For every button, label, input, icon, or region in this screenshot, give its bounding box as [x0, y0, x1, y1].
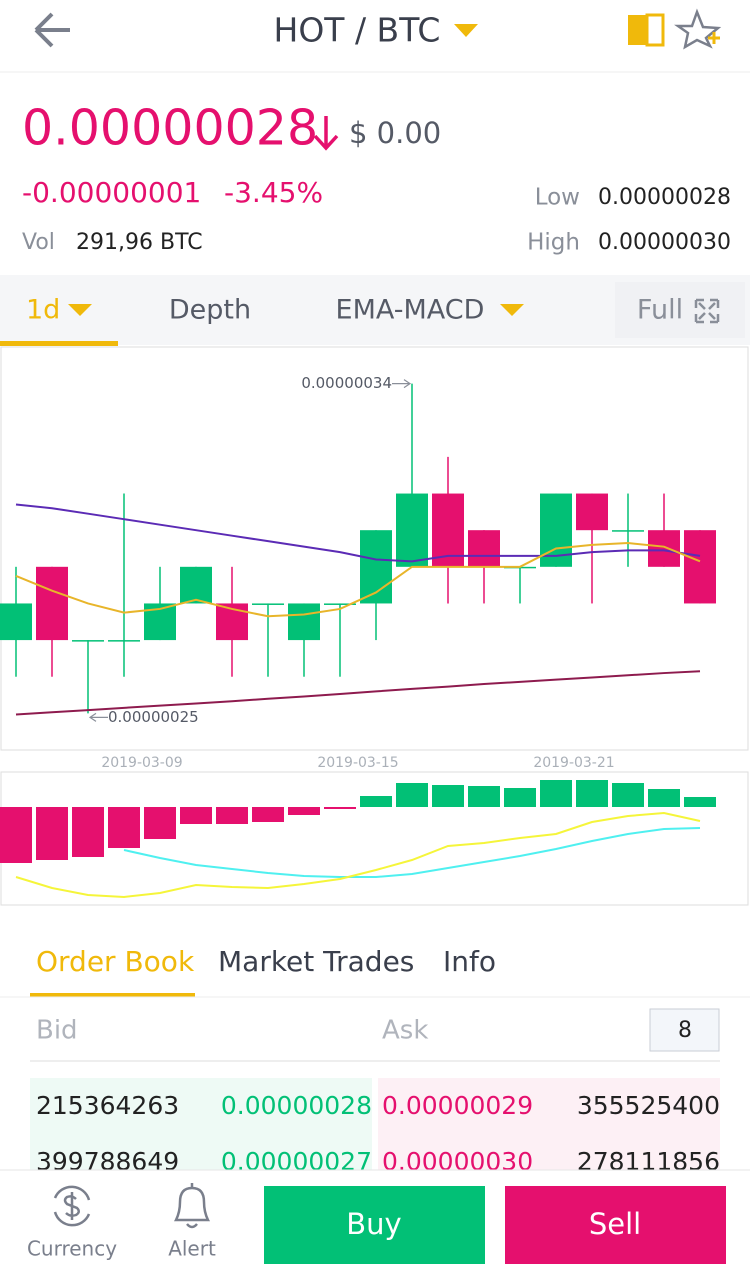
candle-body [648, 530, 680, 567]
macd-bar [540, 780, 572, 807]
compare-icon[interactable] [628, 13, 665, 47]
vol-label: Vol [22, 230, 55, 255]
ask-price: 0.00000029 [382, 1091, 533, 1120]
info-tab[interactable]: Info [443, 945, 496, 978]
alert-icon[interactable] [173, 1183, 211, 1229]
low-value: 0.00000028 [598, 185, 731, 210]
vol-value: 291,96 BTC [76, 230, 203, 255]
candle-body [324, 603, 356, 605]
buy-label[interactable]: Buy [346, 1207, 401, 1241]
pair-title[interactable]: HOT / BTC [274, 11, 441, 50]
x-tick-label: 2019-03-15 [317, 755, 398, 771]
macd-bar [396, 783, 428, 807]
macd-bar [216, 807, 248, 824]
macd-bar [108, 807, 140, 848]
buy-button[interactable] [264, 1186, 485, 1264]
indicator-line [123, 827, 701, 878]
macd-bar [612, 783, 644, 807]
currency-label[interactable]: Currency [27, 1237, 117, 1261]
macd-bar [252, 807, 284, 822]
annotation-arrow [88, 712, 108, 722]
bid-price: 0.00000028 [221, 1091, 372, 1120]
sell-button[interactable] [505, 1186, 726, 1264]
last-price: 0.00000028 [22, 100, 318, 157]
candle-body [252, 603, 284, 605]
macd-bar [504, 788, 536, 807]
usd-price: $ 0.00 [349, 116, 441, 150]
indicator-tab[interactable]: EMA-MACD [336, 295, 485, 326]
candle-body [432, 493, 464, 567]
full-tab[interactable]: Full [637, 295, 683, 326]
indicator-caret[interactable] [500, 304, 524, 316]
back-button[interactable] [34, 12, 70, 48]
bid-amount: 215364263 [36, 1091, 179, 1120]
min-label: 0.00000025 [108, 708, 199, 726]
indicator-line [15, 542, 701, 618]
market-trades-tab[interactable]: Market Trades [218, 945, 414, 978]
currency-icon[interactable] [53, 1185, 91, 1227]
macd-bar [432, 785, 464, 807]
full-button-bg[interactable] [615, 282, 745, 338]
interval-tab[interactable]: 1d [26, 295, 60, 326]
max-label: 0.00000034 [301, 374, 392, 392]
candle-body [108, 640, 140, 642]
candle-body [612, 530, 644, 532]
macd-bar [180, 807, 212, 824]
macd-bar [324, 807, 356, 809]
candle-body [0, 603, 32, 641]
alert-label[interactable]: Alert [168, 1237, 216, 1261]
macd-bar [468, 786, 500, 807]
ask-bg [378, 1078, 720, 1178]
candle-body [180, 566, 212, 604]
full-icon[interactable] [694, 298, 720, 324]
indicator-line [15, 811, 701, 899]
depth-value[interactable]: 8 [678, 1018, 692, 1043]
macd-bar [0, 807, 32, 863]
candle-body [36, 566, 68, 641]
order-tab-underline [30, 993, 195, 997]
down-arrow [313, 116, 339, 151]
low-label: Low [535, 185, 580, 211]
pair-caret[interactable] [454, 24, 478, 37]
sell-label[interactable]: Sell [589, 1207, 641, 1241]
indicator-line [15, 503, 701, 563]
annotation-arrow [392, 379, 412, 389]
tab-underline [0, 341, 118, 346]
macd-bar [576, 780, 608, 807]
depth-tab[interactable]: Depth [169, 295, 251, 326]
header [0, 0, 750, 72]
change: -0.00000001 [22, 176, 201, 209]
candle-body [72, 640, 104, 642]
ask-label: Ask [382, 1016, 428, 1046]
favorite-icon[interactable] [674, 8, 722, 50]
order-book-tab[interactable]: Order Book [36, 945, 195, 978]
macd-bar [72, 807, 104, 857]
interval-caret[interactable] [68, 304, 92, 316]
macd-bar [144, 807, 176, 839]
macd-bar [360, 796, 392, 807]
candle-body [288, 603, 320, 641]
candle-body [684, 530, 716, 604]
candle-body [468, 530, 500, 567]
candle-body [396, 493, 428, 567]
x-tick-label: 2019-03-21 [533, 755, 614, 771]
bid-label: Bid [36, 1016, 78, 1046]
macd-bar [684, 797, 716, 807]
bid-bg [30, 1078, 372, 1178]
high-value: 0.00000030 [598, 230, 731, 255]
change-pct: -3.45% [224, 176, 323, 209]
high-label: High [527, 230, 580, 256]
indicator-line [15, 670, 701, 716]
macd-bar [288, 807, 320, 815]
macd-bar [648, 789, 680, 807]
ask-amount: 355525400 [577, 1091, 720, 1120]
x-tick-label: 2019-03-09 [101, 755, 182, 771]
depth-box[interactable] [649, 1008, 720, 1052]
macd-bar [36, 807, 68, 860]
candle-body [576, 493, 608, 531]
